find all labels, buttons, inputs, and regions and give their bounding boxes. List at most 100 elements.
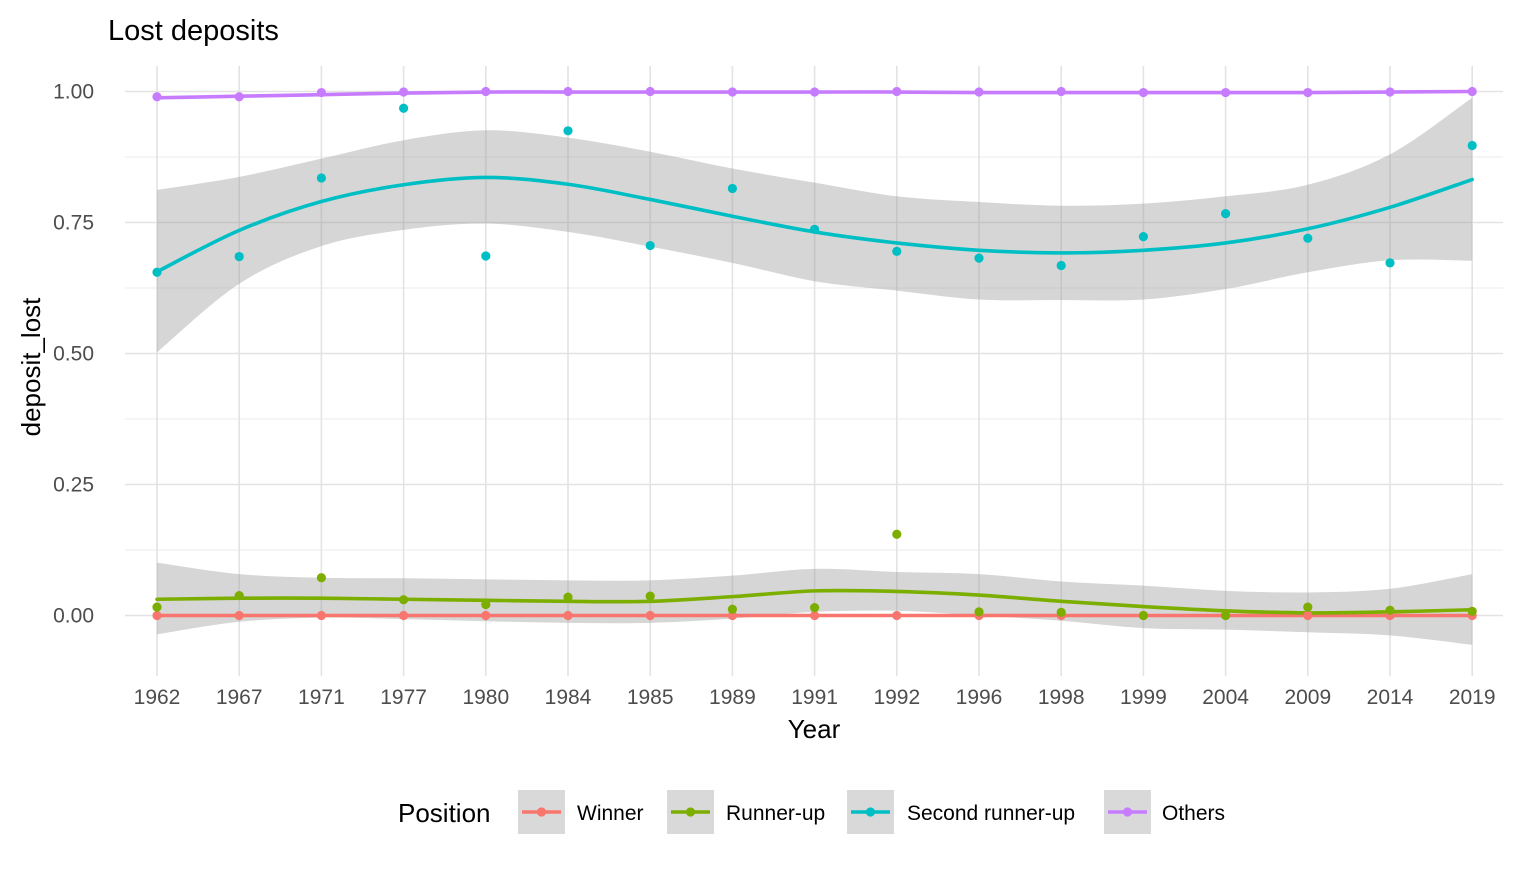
data-point xyxy=(645,86,655,97)
data-point xyxy=(316,573,326,583)
legend-title: Position xyxy=(398,798,491,828)
data-point xyxy=(974,607,984,617)
data-point xyxy=(481,610,491,621)
data-point xyxy=(974,87,984,97)
x-tick-label: 2014 xyxy=(1367,686,1414,709)
data-point xyxy=(892,246,902,256)
data-point xyxy=(1056,86,1066,97)
data-point xyxy=(399,610,409,621)
legend-label: Runner-up xyxy=(726,802,825,825)
data-point xyxy=(1385,605,1395,615)
chart-title: Lost deposits xyxy=(108,15,279,47)
data-point xyxy=(727,183,738,194)
x-tick-label: 1989 xyxy=(709,686,756,709)
data-point xyxy=(1056,260,1066,271)
y-tick-label: 1.00 xyxy=(53,81,94,104)
x-tick-label: 1998 xyxy=(1038,686,1085,709)
axis-layer: 0.00 0.25 0.50 0.75 1.00 1962 1967 1971 1977 1980… xyxy=(53,81,1495,710)
x-tick-label: 1980 xyxy=(462,686,509,709)
data-point xyxy=(810,603,820,613)
data-point xyxy=(152,267,162,277)
data-point xyxy=(727,87,738,97)
x-tick-label: 1992 xyxy=(873,686,920,709)
data-point xyxy=(892,529,902,539)
data-point xyxy=(399,87,409,97)
data-point xyxy=(1221,208,1231,219)
data-point xyxy=(810,610,820,621)
x-tick-label: 2009 xyxy=(1284,686,1331,709)
data-point xyxy=(152,92,162,102)
data-point xyxy=(1221,87,1231,98)
data-point xyxy=(1138,232,1148,242)
data-point xyxy=(1056,607,1066,617)
data-point xyxy=(810,224,820,234)
data-point xyxy=(563,592,573,602)
data-point xyxy=(1303,602,1313,612)
data-point xyxy=(727,604,738,614)
x-axis-title: Year xyxy=(788,714,841,744)
y-tick-label: 0.25 xyxy=(53,474,94,497)
data-point xyxy=(152,610,162,621)
y-tick-label: 0.00 xyxy=(53,605,94,628)
data-point xyxy=(645,240,655,251)
x-tick-label: 1996 xyxy=(956,686,1003,709)
y-axis-title: deposit_lost xyxy=(16,297,46,437)
legend-key-point xyxy=(536,807,547,817)
data-point xyxy=(316,87,326,98)
data-point xyxy=(810,87,820,97)
legend-label: Others xyxy=(1162,802,1225,825)
x-tick-label: 1962 xyxy=(134,686,181,709)
data-point xyxy=(1303,610,1313,621)
legend-label: Second runner-up xyxy=(907,802,1075,825)
data-point xyxy=(1138,87,1148,98)
data-point xyxy=(563,610,573,621)
data-point xyxy=(1138,610,1148,621)
x-tick-label: 1971 xyxy=(298,686,345,709)
data-point xyxy=(563,86,573,97)
data-point xyxy=(1303,87,1313,98)
data-point xyxy=(399,595,409,605)
legend: Position Winner Runner-up Second runner-up… xyxy=(398,790,1225,834)
data-point xyxy=(892,86,902,97)
y-tick-label: 0.75 xyxy=(53,212,94,235)
data-point xyxy=(727,610,738,621)
data-point xyxy=(563,126,573,136)
data-point xyxy=(1303,233,1313,243)
data-point xyxy=(1385,258,1395,268)
data-point xyxy=(1467,86,1477,97)
x-tick-label: 1967 xyxy=(216,686,263,709)
data-point xyxy=(481,599,491,610)
data-point xyxy=(234,251,244,262)
data-point xyxy=(399,103,409,113)
grid-layer xyxy=(125,66,1503,676)
data-point xyxy=(1385,87,1395,97)
x-tick-label: 2004 xyxy=(1202,686,1249,709)
x-tick-label: 1991 xyxy=(791,686,838,709)
data-point xyxy=(892,610,902,621)
point-layer xyxy=(152,86,1477,621)
data-point xyxy=(1467,140,1477,151)
y-tick-label: 0.50 xyxy=(53,343,94,366)
legend-key-point xyxy=(1122,807,1133,817)
legend-label: Winner xyxy=(577,802,644,825)
data-point xyxy=(1467,606,1477,616)
legend-key-point xyxy=(685,807,696,817)
data-point xyxy=(645,610,655,621)
data-point xyxy=(316,173,326,183)
x-tick-label: 1999 xyxy=(1120,686,1167,709)
data-point xyxy=(974,253,984,263)
data-point xyxy=(316,610,326,621)
trend-line xyxy=(155,588,1474,615)
legend-key-point xyxy=(865,807,876,817)
x-tick-label: 1985 xyxy=(627,686,674,709)
x-tick-label: 2019 xyxy=(1449,686,1496,709)
data-point xyxy=(481,86,491,97)
data-point xyxy=(645,591,655,601)
data-point xyxy=(481,251,491,261)
data-point xyxy=(234,92,244,102)
x-tick-label: 1984 xyxy=(545,686,592,709)
data-point xyxy=(234,590,244,601)
x-tick-label: 1977 xyxy=(380,686,427,709)
